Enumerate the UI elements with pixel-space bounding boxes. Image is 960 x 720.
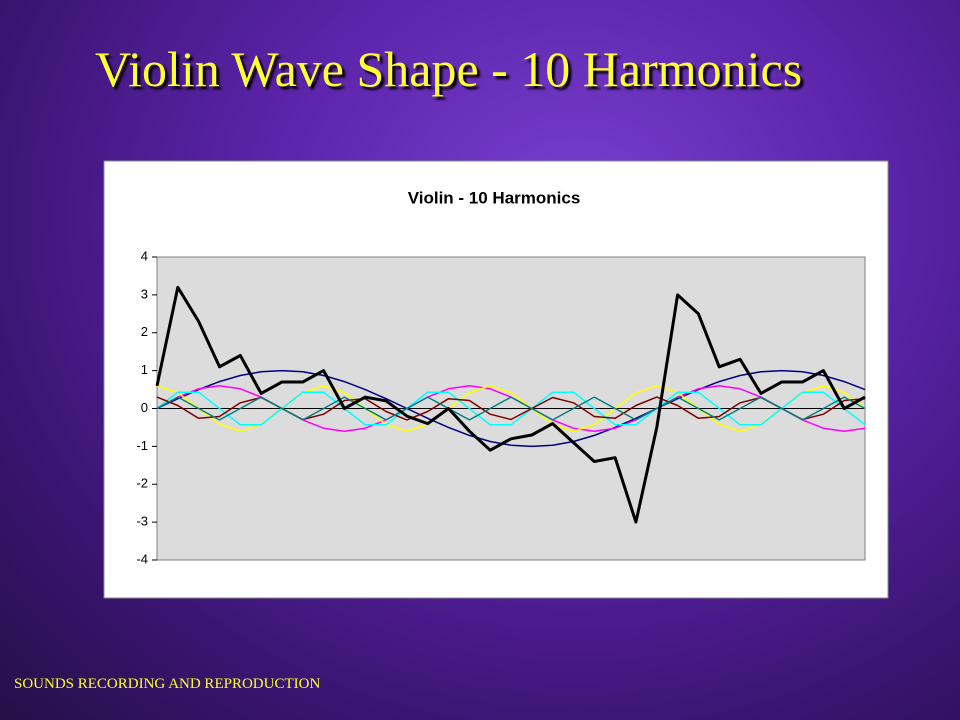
- y-tick-label: 1: [141, 362, 148, 377]
- y-tick-label: 3: [141, 286, 148, 301]
- series-line: [156, 391, 866, 426]
- y-tick-label: -1: [136, 438, 148, 453]
- y-tick-label: -4: [136, 551, 148, 566]
- series-line: [155, 285, 866, 524]
- y-tick-label: -3: [136, 514, 148, 529]
- series-line: [156, 369, 866, 448]
- chart-title: Violin - 10 Harmonics: [408, 188, 581, 207]
- y-tick-label: 0: [141, 400, 148, 415]
- y-tick-label: 4: [141, 248, 148, 263]
- y-tick-label: 2: [141, 324, 148, 339]
- series-line: [156, 396, 866, 421]
- slide-title: Violin Wave Shape - 10 Harmonics: [95, 41, 803, 97]
- y-tick-label: -2: [136, 476, 148, 491]
- footer: SOUNDS RECORDING AND REPRODUCTION: [14, 676, 321, 692]
